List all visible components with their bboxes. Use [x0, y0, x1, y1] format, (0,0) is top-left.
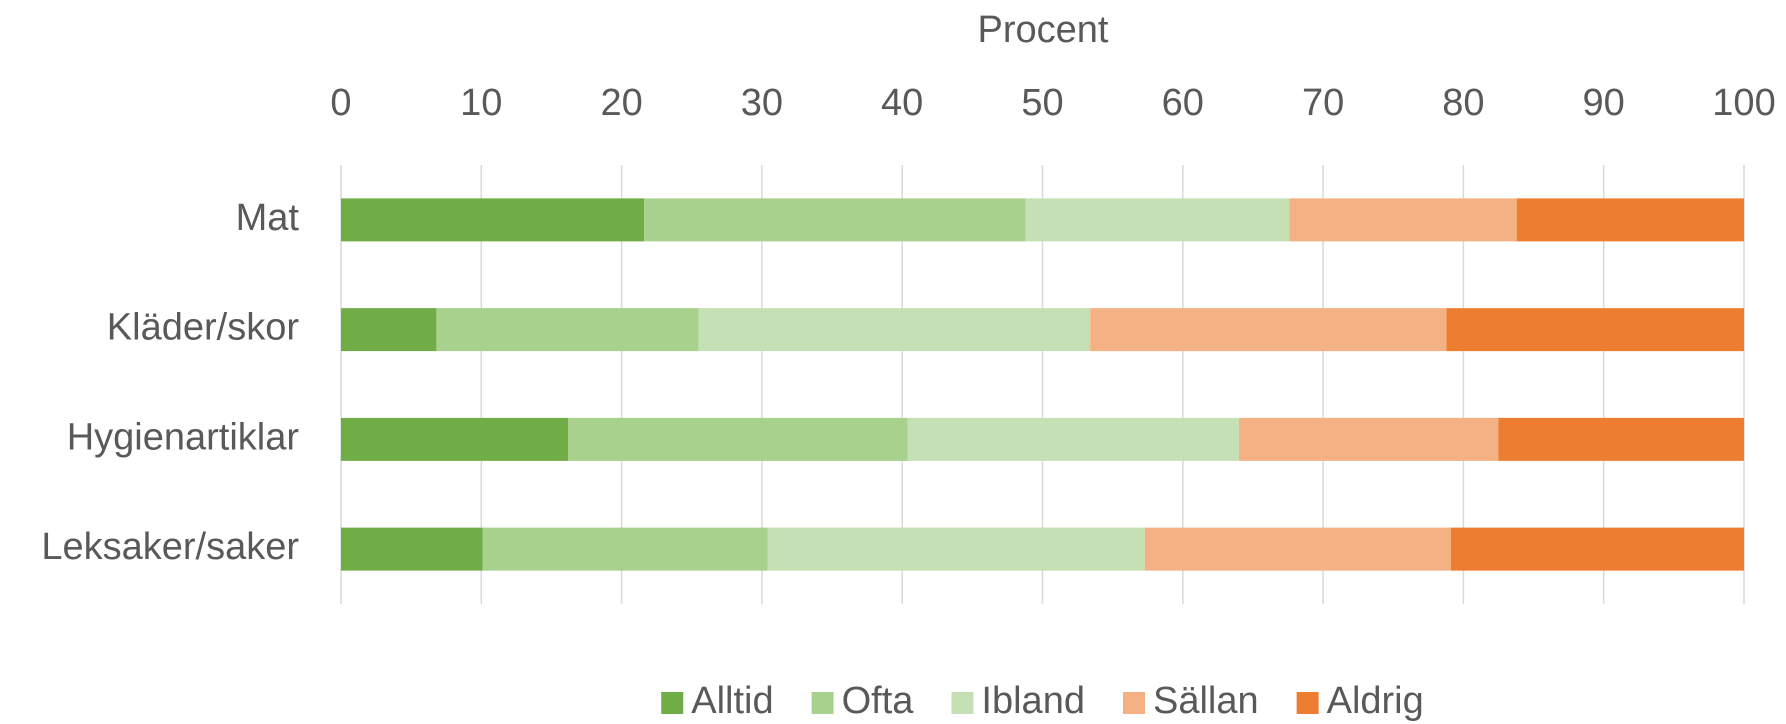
legend-swatch [1122, 692, 1145, 714]
x-tick-label: 60 [1162, 82, 1204, 124]
y-tick-label: Leksaker/saker [41, 526, 299, 568]
legend-label: Ofta [842, 680, 915, 722]
bar-segment [644, 198, 1026, 242]
legend-label: Ibland [981, 680, 1085, 722]
x-tick-label: 30 [741, 82, 783, 124]
bar-segment [1498, 417, 1744, 461]
bar-segment [1144, 527, 1451, 571]
bar-segment [341, 417, 569, 461]
legend-swatch [811, 692, 834, 714]
y-tick-label: Hygienartiklar [67, 416, 300, 458]
bar-segment [767, 527, 1145, 571]
legend-swatch [661, 692, 684, 714]
bar-segment [1238, 417, 1499, 461]
bar-segment [341, 198, 645, 242]
bar-segment [1450, 527, 1744, 571]
bar-segment [436, 308, 699, 352]
x-tick-label: 40 [881, 82, 923, 124]
bar-segment [698, 308, 1091, 352]
y-tick-label: Kläder/skor [107, 307, 300, 349]
bar-segment [1446, 308, 1744, 352]
x-tick-label: 50 [1021, 82, 1063, 124]
bar-segment [1025, 198, 1290, 242]
legend-label: Aldrig [1327, 680, 1424, 722]
bar-segment [1516, 198, 1744, 242]
x-axis-title: Procent [978, 9, 1109, 51]
legend-swatch [951, 692, 974, 714]
x-tick-label: 20 [600, 82, 642, 124]
bar-segment [1289, 198, 1517, 242]
x-tick-label: 0 [330, 82, 351, 124]
bar-segment [341, 527, 483, 571]
x-tick-label: 100 [1712, 82, 1775, 124]
x-tick-label: 10 [460, 82, 502, 124]
bar-segment [341, 308, 437, 352]
bar-segment [568, 417, 908, 461]
bar-segment [1090, 308, 1447, 352]
x-tick-label: 90 [1583, 82, 1625, 124]
legend-label: Sällan [1153, 680, 1259, 722]
bar-segment [907, 417, 1239, 461]
bar-segment [482, 527, 768, 571]
x-tick-label: 80 [1442, 82, 1484, 124]
legend-label: Alltid [691, 680, 773, 722]
x-tick-label: 70 [1302, 82, 1344, 124]
y-tick-label: Mat [236, 197, 300, 239]
legend-swatch [1296, 692, 1319, 714]
